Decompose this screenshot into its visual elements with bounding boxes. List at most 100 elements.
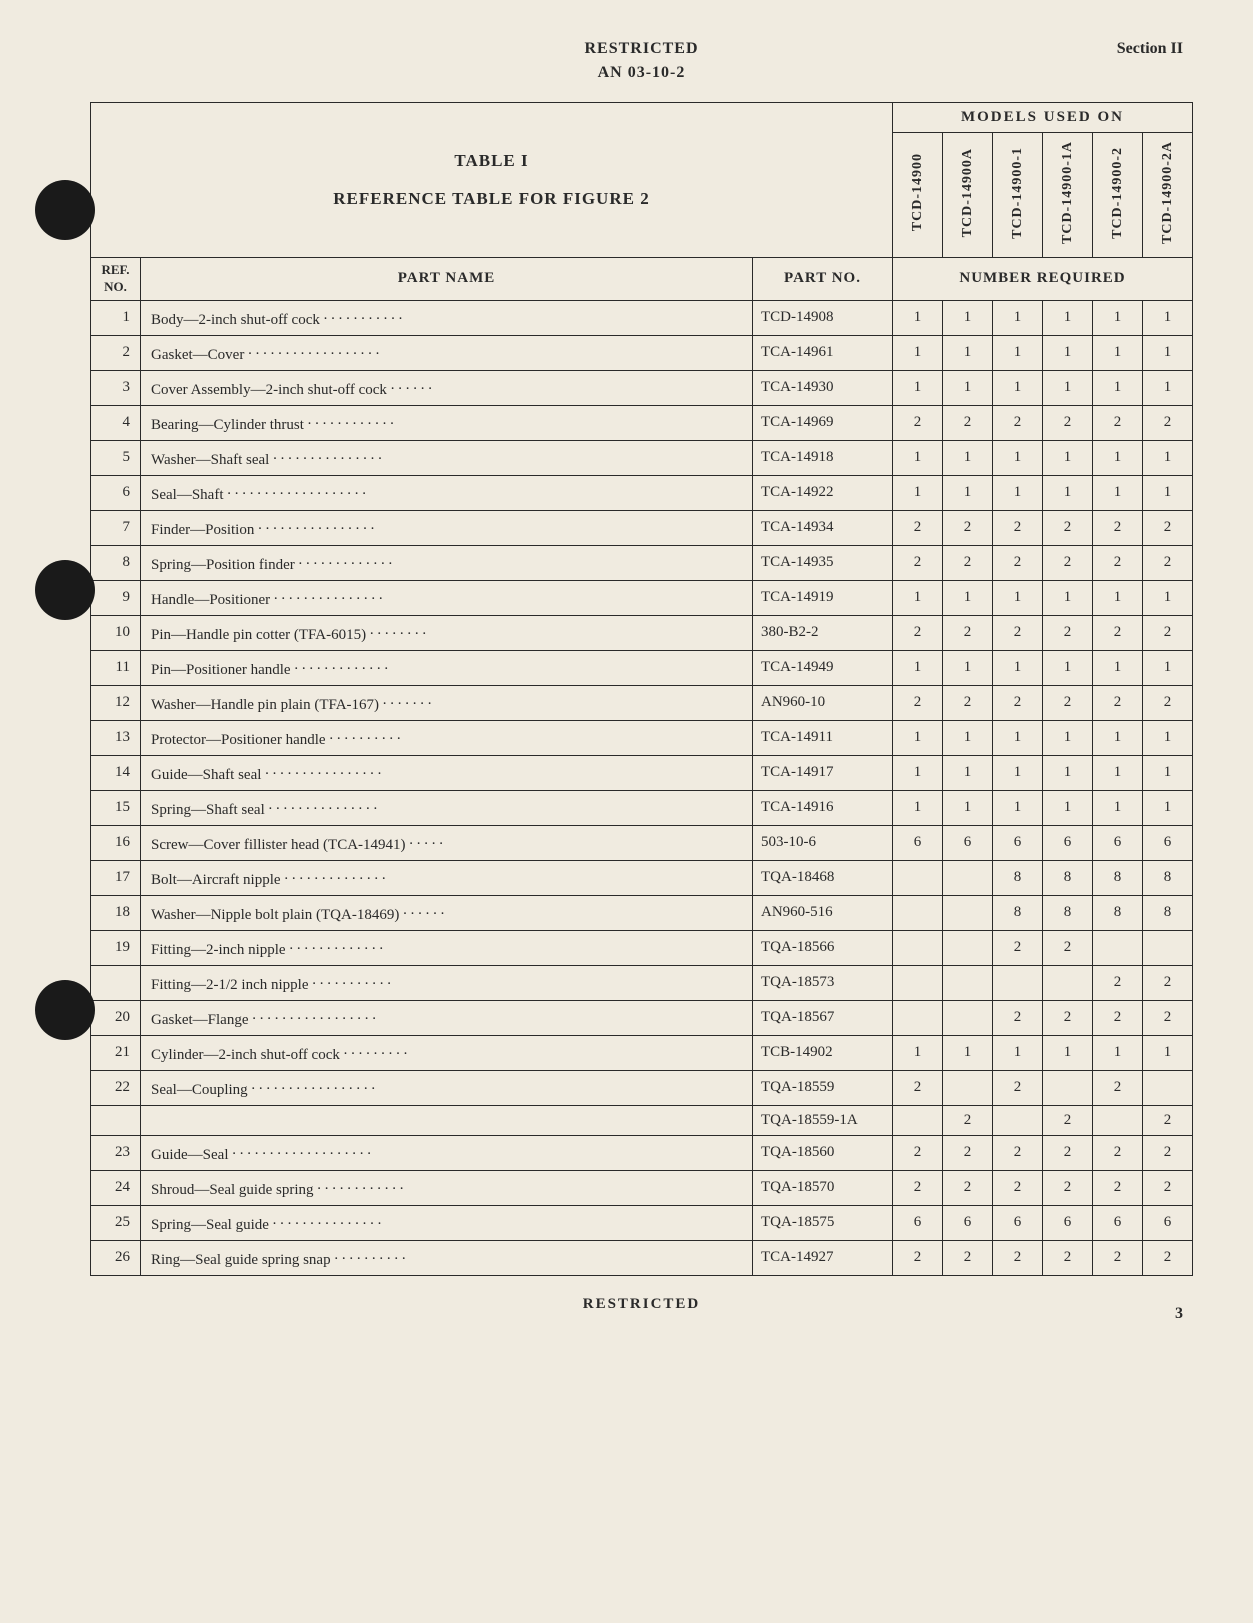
table-title-cell: TABLE I REFERENCE TABLE FOR FIGURE 2 [91,103,893,258]
part-name-cell: Cylinder—2-inch shut-off cock . . . . . … [141,1035,753,1070]
qty-cell: 2 [993,615,1043,650]
qty-cell: 1 [943,335,993,370]
qty-cell: 1 [993,370,1043,405]
table-row: 9Handle—Positioner . . . . . . . . . . .… [91,580,1193,615]
qty-cell: 1 [1093,650,1143,685]
qty-cell: 2 [1093,685,1143,720]
qty-cell: 2 [1143,615,1193,650]
qty-cell: 8 [1043,895,1093,930]
table-title-2: REFERENCE TABLE FOR FIGURE 2 [101,189,882,209]
ref-no-cell: 23 [91,1135,141,1170]
ref-no-cell [91,1105,141,1135]
qty-cell: 6 [993,1205,1043,1240]
qty-cell: 6 [893,1205,943,1240]
qty-cell: 1 [1093,755,1143,790]
model-column-header: TCD-14900-2A [1143,133,1193,258]
table-row: 15Spring—Shaft seal . . . . . . . . . . … [91,790,1193,825]
qty-cell: 2 [1043,685,1093,720]
part-no-cell: TQA-18559 [753,1070,893,1105]
ref-no-cell: 16 [91,825,141,860]
qty-cell: 8 [1143,895,1193,930]
part-no-cell: TQA-18566 [753,930,893,965]
qty-cell [1143,930,1193,965]
qty-cell: 1 [893,1035,943,1070]
table-row: 17Bolt—Aircraft nipple . . . . . . . . .… [91,860,1193,895]
table-row: 25Spring—Seal guide . . . . . . . . . . … [91,1205,1193,1240]
qty-cell: 1 [993,650,1043,685]
qty-cell: 2 [1093,1000,1143,1035]
qty-cell: 2 [943,1170,993,1205]
part-no-cell: TCA-14918 [753,440,893,475]
qty-cell: 1 [1143,720,1193,755]
qty-cell: 1 [943,790,993,825]
qty-cell: 1 [893,475,943,510]
qty-cell: 8 [1043,860,1093,895]
qty-cell: 2 [1093,615,1143,650]
qty-cell: 1 [1093,790,1143,825]
qty-cell: 1 [1093,370,1143,405]
table-row: 21Cylinder—2-inch shut-off cock . . . . … [91,1035,1193,1070]
punch-hole [35,180,95,240]
qty-cell: 1 [993,335,1043,370]
part-no-cell: TCA-14949 [753,650,893,685]
qty-cell: 1 [1093,335,1143,370]
table-title-1: TABLE I [101,151,882,171]
table-row: 7Finder—Position . . . . . . . . . . . .… [91,510,1193,545]
qty-cell: 1 [1143,650,1193,685]
qty-cell: 1 [893,650,943,685]
ref-no-cell: 19 [91,930,141,965]
part-name-cell: Ring—Seal guide spring snap . . . . . . … [141,1240,753,1275]
part-no-cell: TQA-18573 [753,965,893,1000]
qty-cell: 6 [1093,825,1143,860]
qty-cell: 2 [1093,1240,1143,1275]
table-row: 3Cover Assembly—2-inch shut-off cock . .… [91,370,1193,405]
qty-cell [1043,965,1093,1000]
part-name-cell: Fitting—2-inch nipple . . . . . . . . . … [141,930,753,965]
part-name-cell: Protector—Positioner handle . . . . . . … [141,720,753,755]
part-name-cell: Guide—Seal . . . . . . . . . . . . . . .… [141,1135,753,1170]
qty-cell [1143,1070,1193,1105]
part-name-cell: Bearing—Cylinder thrust . . . . . . . . … [141,405,753,440]
ref-no-cell: 22 [91,1070,141,1105]
table-row: 1Body—2-inch shut-off cock . . . . . . .… [91,300,1193,335]
ref-no-cell: 25 [91,1205,141,1240]
part-name-cell: Shroud—Seal guide spring . . . . . . . .… [141,1170,753,1205]
ref-no-cell: 2 [91,335,141,370]
qty-cell: 1 [1043,475,1093,510]
header-docnumber: AN 03-10-2 [90,64,1193,82]
table-row: 6Seal—Shaft . . . . . . . . . . . . . . … [91,475,1193,510]
part-no-cell: TCA-14917 [753,755,893,790]
qty-cell: 2 [1093,1135,1143,1170]
qty-cell: 2 [993,1240,1043,1275]
qty-cell: 2 [893,685,943,720]
part-no-cell: TCA-14927 [753,1240,893,1275]
model-column-header: TCD-14900 [893,133,943,258]
qty-cell [993,1105,1043,1135]
qty-cell: 1 [1143,475,1193,510]
qty-cell: 1 [1043,300,1093,335]
qty-cell: 1 [1143,580,1193,615]
qty-cell: 2 [893,1135,943,1170]
qty-cell: 2 [1043,1135,1093,1170]
qty-cell: 2 [1143,405,1193,440]
ref-no-cell: 8 [91,545,141,580]
qty-cell: 6 [1143,825,1193,860]
part-name-cell [141,1105,753,1135]
qty-cell: 1 [1043,650,1093,685]
qty-cell: 2 [893,615,943,650]
qty-cell: 1 [943,370,993,405]
ref-no-header: REF. NO. [91,258,141,301]
qty-cell [1093,930,1143,965]
qty-cell: 6 [943,1205,993,1240]
qty-cell [943,860,993,895]
part-no-cell: TCA-14934 [753,510,893,545]
qty-cell: 1 [893,300,943,335]
qty-cell: 1 [893,790,943,825]
table-row: 16Screw—Cover fillister head (TCA-14941)… [91,825,1193,860]
qty-cell [943,1070,993,1105]
ref-no-cell: 5 [91,440,141,475]
section-label: Section II [1117,40,1183,58]
part-name-cell: Washer—Nipple bolt plain (TQA-18469) . .… [141,895,753,930]
number-required-header: NUMBER REQUIRED [893,258,1193,301]
header-classification: RESTRICTED [90,40,1193,58]
